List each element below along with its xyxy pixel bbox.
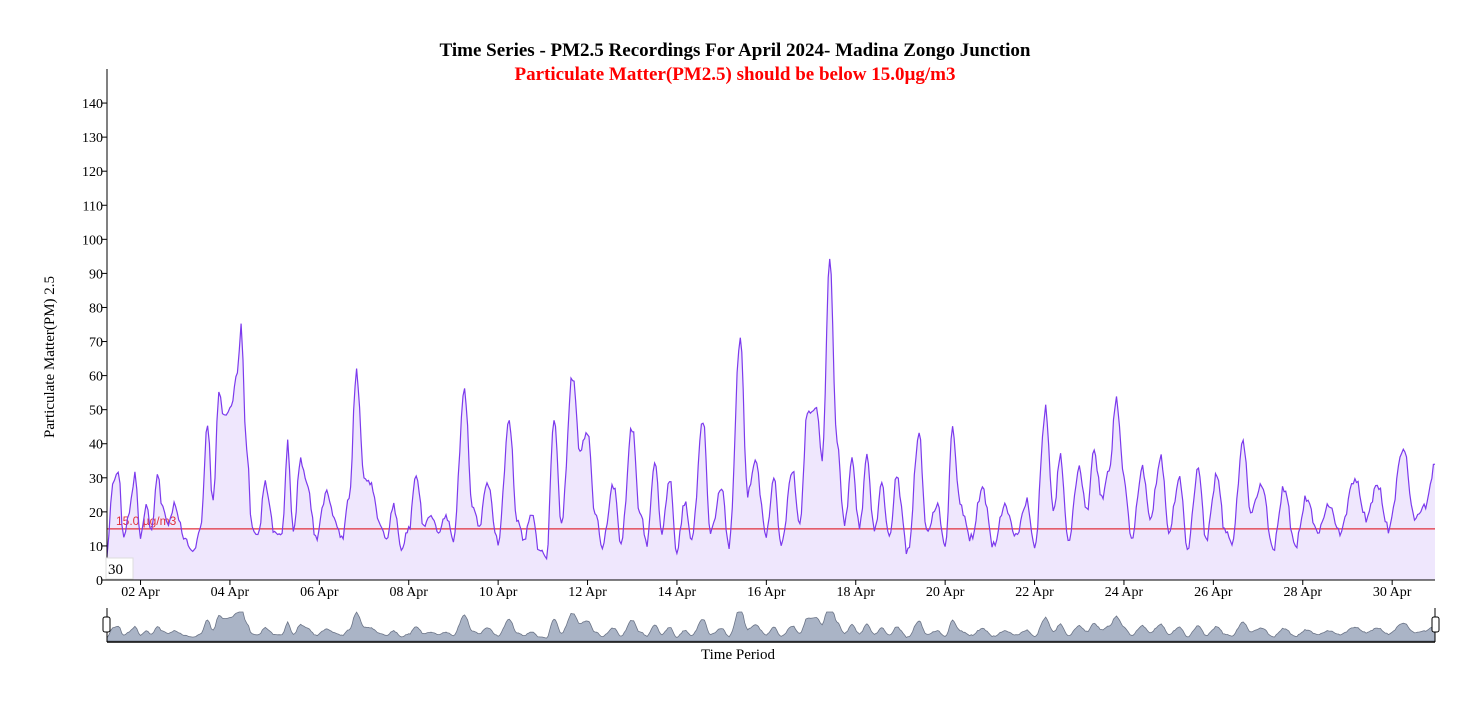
x-tick-label: 12 Apr xyxy=(568,585,607,600)
y-tick-label: 20 xyxy=(89,506,103,521)
x-axis: 02 Apr 04 Apr 06 Apr 08 Apr 10 Apr 12 Apr 14 A… xyxy=(107,579,1435,600)
chart-title: Time Series - PM2.5 Recordings For April… xyxy=(439,40,1031,61)
time-brush-navigator[interactable] xyxy=(102,608,1440,643)
x-tick-label: 04 Apr xyxy=(211,585,250,600)
y-tick-label: 10 xyxy=(89,540,103,555)
series-area xyxy=(107,258,1435,580)
y-tick-label: 80 xyxy=(89,301,103,316)
x-tick-label: 18 Apr xyxy=(836,585,875,600)
series-line[interactable] xyxy=(106,258,1436,561)
y-tick-label: 60 xyxy=(89,370,103,385)
y-tick-label: 140 xyxy=(82,97,103,112)
x-tick-label: 20 Apr xyxy=(926,585,965,600)
brush-right-handle[interactable] xyxy=(1431,616,1440,633)
plot-area: 15.0 µg/m3 xyxy=(106,258,1436,580)
y-tick-label: 100 xyxy=(82,233,103,248)
x-tick-label: 22 Apr xyxy=(1015,585,1054,600)
x-tick-label: 24 Apr xyxy=(1105,585,1144,600)
y-tick-label: 50 xyxy=(89,404,103,419)
x-axis-label: Time Period xyxy=(701,647,776,663)
y-tick-label: 110 xyxy=(83,199,103,214)
x-tick-label: 02 Apr xyxy=(121,585,160,600)
x-tick-label: 06 Apr xyxy=(300,585,339,600)
hover-value-badge: 30 xyxy=(105,557,134,580)
y-tick-label: 70 xyxy=(89,336,103,351)
x-tick-label: 10 Apr xyxy=(479,585,518,600)
chart-subtitle: Particulate Matter(PM2.5) should be belo… xyxy=(514,64,956,85)
y-tick-label: 130 xyxy=(82,131,103,146)
y-axis-label: Particulate Matter(PM) 2.5 xyxy=(42,276,58,438)
x-tick-label: 26 Apr xyxy=(1194,585,1233,600)
x-tick-label: 16 Apr xyxy=(747,585,786,600)
hover-badge-value: 30 xyxy=(108,562,123,578)
y-axis: 0 10 20 30 40 50 60 70 80 90 100 110 120 130 140 xyxy=(82,69,108,589)
y-tick-label: 0 xyxy=(96,574,103,589)
y-tick-label: 40 xyxy=(89,438,103,453)
threshold-label: 15.0 µg/m3 xyxy=(116,514,177,528)
x-tick-label: 30 Apr xyxy=(1373,585,1412,600)
x-tick-label: 14 Apr xyxy=(658,585,697,600)
y-tick-label: 90 xyxy=(89,267,103,282)
x-tick-label: 08 Apr xyxy=(389,585,428,600)
brush-left-handle[interactable] xyxy=(102,616,111,633)
brush-overview-area xyxy=(106,611,1436,642)
y-tick-label: 30 xyxy=(89,472,103,487)
hover-badge-box xyxy=(105,557,134,580)
y-tick-label: 120 xyxy=(82,165,103,180)
x-tick-label: 28 Apr xyxy=(1284,585,1323,600)
